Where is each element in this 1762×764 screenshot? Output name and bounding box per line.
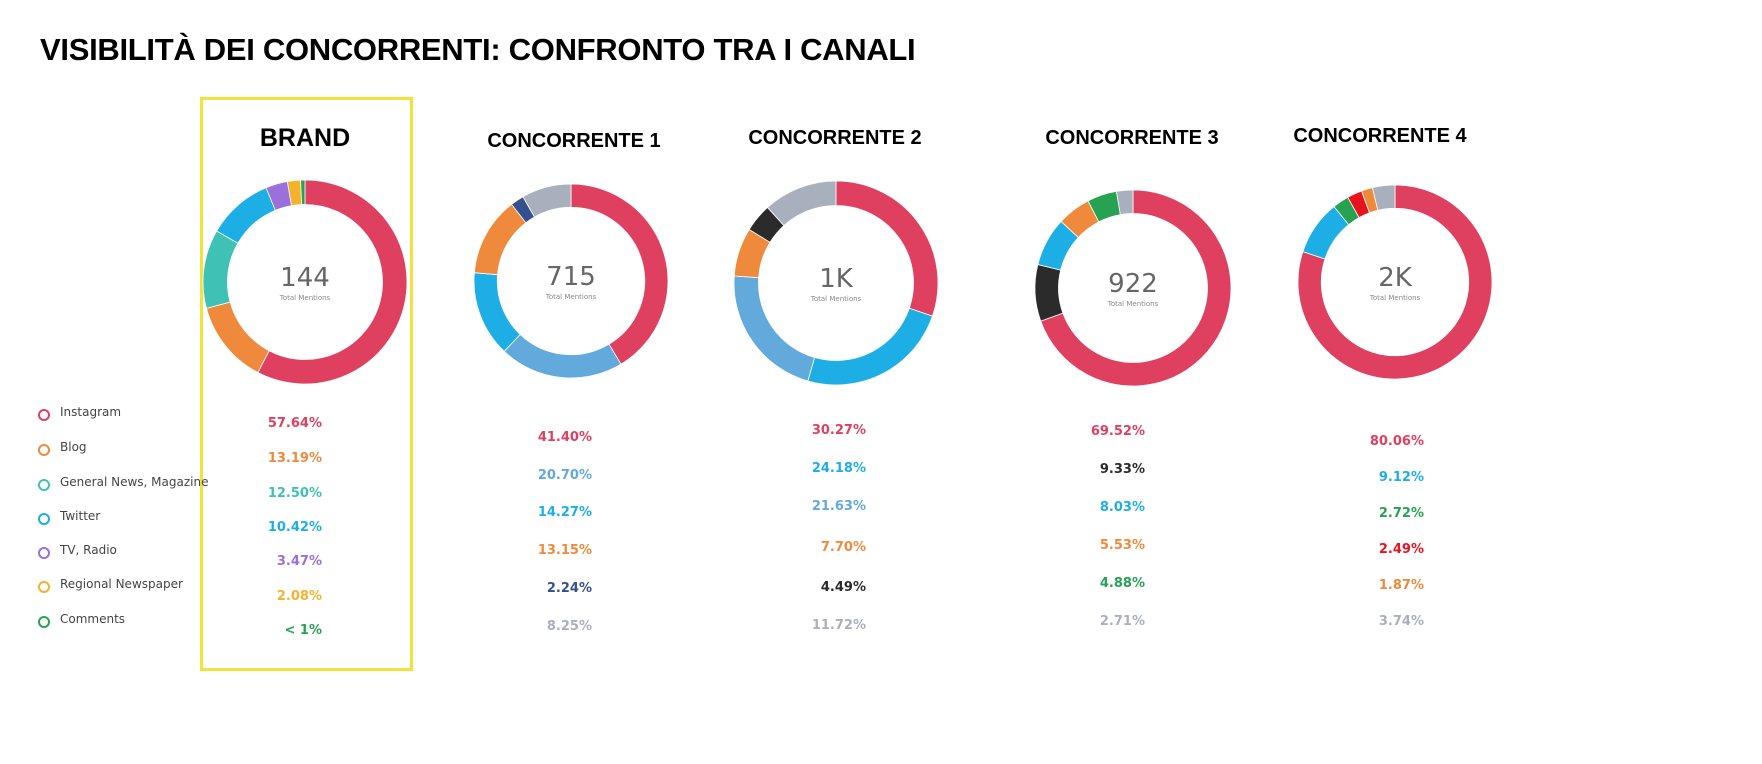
- total-mentions-value: 715: [546, 262, 596, 292]
- donut-segment: [733, 275, 816, 382]
- chart-title: CONCORRENTE 3: [1045, 127, 1219, 149]
- total-mentions-value: 2K: [1378, 263, 1413, 293]
- percentage-label: 7.70%: [820, 540, 866, 555]
- percentage-label: 2.24%: [546, 581, 592, 596]
- percentage-label: 57.64%: [267, 416, 322, 431]
- legend-ring-icon: [38, 444, 50, 456]
- legend-item: Comments: [38, 609, 125, 629]
- percentage-label: 13.19%: [267, 451, 322, 466]
- percentage-label: 2.72%: [1378, 506, 1424, 521]
- legend-item: Twitter: [38, 506, 100, 526]
- legend-label: Twitter: [60, 509, 101, 523]
- legend-item: Instagram: [38, 402, 121, 422]
- percentage-label: 2.71%: [1099, 614, 1145, 629]
- legend-label: Regional Newspaper: [60, 577, 183, 591]
- donut-segment: [202, 230, 239, 309]
- donut-segment: [473, 203, 527, 276]
- legend-item: TV, Radio: [38, 540, 117, 560]
- legend-label: TV, Radio: [60, 543, 117, 557]
- legend-ring-icon: [38, 581, 50, 593]
- donut-segment: [216, 187, 276, 244]
- legend-ring-icon: [38, 547, 50, 559]
- legend-label: Instagram: [60, 405, 122, 419]
- donut-segment: [473, 272, 521, 352]
- legend-item: Blog: [38, 437, 87, 457]
- donut-segment: [1034, 264, 1064, 322]
- donut-segment: [1297, 184, 1493, 380]
- percentage-label: 3.74%: [1378, 614, 1424, 629]
- chart-title: CONCORRENTE 2: [748, 127, 922, 149]
- donut-segment: [205, 301, 270, 373]
- percentage-label: 41.40%: [537, 430, 592, 445]
- percentage-label: 5.53%: [1099, 538, 1145, 553]
- legend-ring-icon: [38, 479, 50, 491]
- legend-item: General News, Magazine: [38, 472, 208, 492]
- donut-segment: [807, 307, 933, 386]
- legend-ring-icon: [38, 616, 50, 628]
- legend-ring-icon: [38, 513, 50, 525]
- legend-label: Blog: [60, 440, 87, 454]
- total-mentions-value: 922: [1108, 269, 1158, 299]
- donut-segment: [257, 179, 408, 385]
- legend-ring-icon: [38, 409, 50, 421]
- total-mentions-caption: Total Mentions: [545, 293, 597, 301]
- chart-title: BRAND: [259, 124, 351, 152]
- percentage-label: 14.27%: [537, 505, 592, 520]
- donut-segment: [1371, 184, 1396, 211]
- total-mentions-value: 144: [280, 263, 330, 293]
- donut-segment: [766, 180, 837, 227]
- percentage-label: < 1%: [284, 623, 323, 638]
- chart-title: CONCORRENTE 1: [487, 130, 661, 152]
- percentage-label: 69.52%: [1090, 424, 1145, 439]
- donut-segment: [503, 333, 622, 379]
- percentage-label: 21.63%: [811, 499, 866, 514]
- percentage-label: 1.87%: [1378, 578, 1424, 593]
- page-title: VISIBILITÀ DEI CONCORRENTI: CONFRONTO TR…: [40, 32, 916, 67]
- percentage-label: 2.08%: [276, 589, 322, 604]
- percentage-label: 30.27%: [811, 423, 866, 438]
- legend-label: Comments: [60, 612, 126, 626]
- donut-segment: [1115, 189, 1134, 216]
- total-mentions-caption: Total Mentions: [810, 295, 862, 303]
- percentage-label: 20.70%: [537, 468, 592, 483]
- percentage-label: 10.42%: [267, 520, 322, 535]
- percentage-label: 9.33%: [1099, 462, 1145, 477]
- percentage-label: 4.88%: [1099, 576, 1145, 591]
- legend-label: General News, Magazine: [60, 475, 209, 489]
- percentage-label: 3.47%: [276, 554, 322, 569]
- legend-item: Regional Newspaper: [38, 574, 183, 594]
- percentage-label: 11.72%: [811, 618, 866, 633]
- percentage-label: 2.49%: [1378, 542, 1424, 557]
- total-mentions-caption: Total Mentions: [1107, 300, 1159, 308]
- percentage-label: 12.50%: [267, 486, 322, 501]
- total-mentions-value: 1K: [819, 264, 854, 294]
- percentage-label: 9.12%: [1378, 470, 1424, 485]
- donut-segment: [1040, 189, 1232, 387]
- percentage-label: 24.18%: [811, 461, 866, 476]
- percentage-label: 4.49%: [820, 580, 866, 595]
- donut-segment: [522, 183, 572, 218]
- brand-highlight-box: [200, 97, 413, 671]
- chart-title: CONCORRENTE 4: [1293, 125, 1467, 147]
- donut-segment: [300, 179, 306, 205]
- percentage-label: 8.03%: [1099, 500, 1145, 515]
- total-mentions-caption: Total Mentions: [1369, 294, 1421, 302]
- percentage-label: 13.15%: [537, 543, 592, 558]
- total-mentions-caption: Total Mentions: [279, 294, 331, 302]
- percentage-label: 8.25%: [546, 619, 592, 634]
- percentage-label: 80.06%: [1369, 434, 1424, 449]
